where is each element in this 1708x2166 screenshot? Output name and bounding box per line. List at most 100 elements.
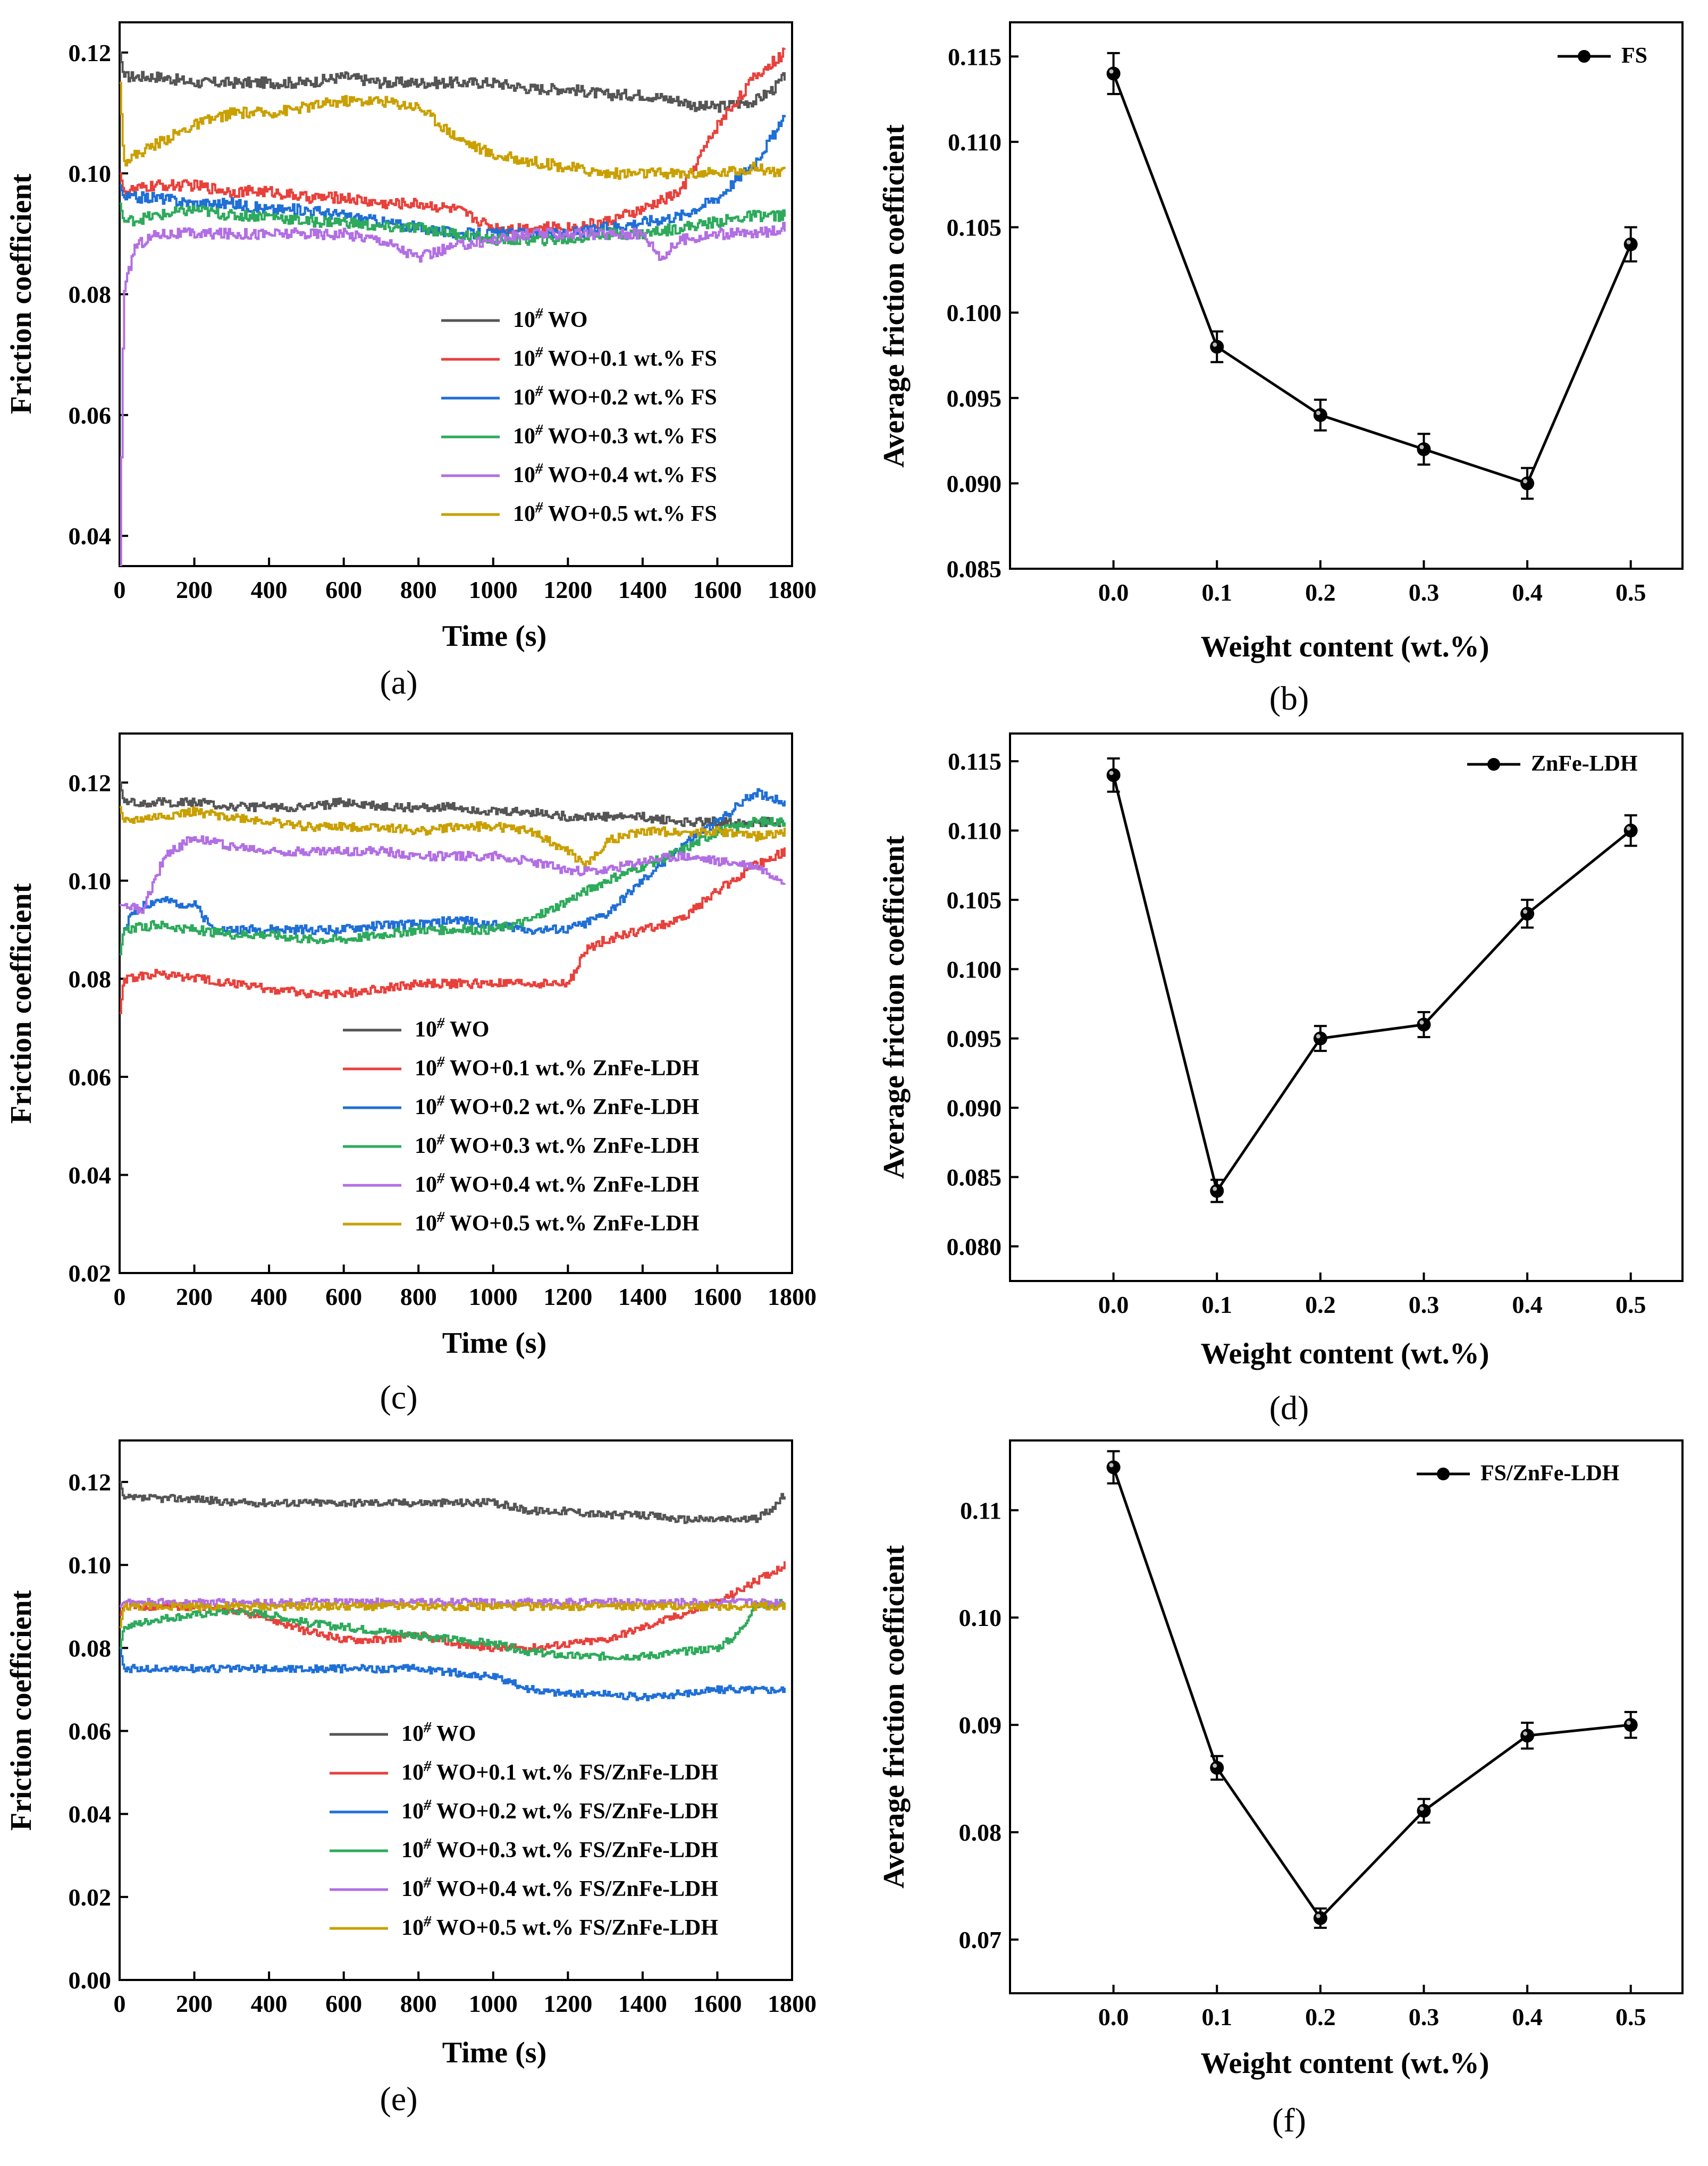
legend: FS xyxy=(1558,44,1647,68)
y-tick-label: 0.090 xyxy=(947,470,1002,497)
x-tick-label: 0.0 xyxy=(1098,1291,1129,1318)
panel-b: 0.0 0.1 0.2 0.3 0.4 0.5 0.085 0.090 0.095 0.100 0.… xyxy=(878,21,1684,717)
legend-label: 10# WO+0.1 wt.% ZnFe-LDH xyxy=(415,1054,699,1081)
panel-label: (c) xyxy=(380,1378,417,1416)
x-tick-label: 1000 xyxy=(469,1283,518,1310)
data-point-highlight xyxy=(1316,1034,1320,1039)
series-line xyxy=(120,222,786,566)
x-axis-title: Weight content (wt.%) xyxy=(1201,2047,1490,2080)
x-tick-label: 1400 xyxy=(618,1283,667,1310)
y-tick-label: 0.12 xyxy=(69,769,112,796)
x-tick-label: 1600 xyxy=(693,1283,742,1310)
x-tick-label: 0.3 xyxy=(1409,579,1440,606)
series-line xyxy=(1112,73,1632,485)
x-tick-label: 0.5 xyxy=(1616,2003,1646,2030)
data-point xyxy=(1417,1803,1431,1818)
legend-label: 10# WO+0.3 wt.% FS xyxy=(513,422,717,449)
panel-label: (e) xyxy=(380,2080,417,2118)
data-point xyxy=(1313,1911,1327,1925)
x-tick-label: 0.1 xyxy=(1201,2003,1232,2030)
series-3 xyxy=(120,203,786,247)
data-point-highlight xyxy=(1109,69,1114,74)
series-1 xyxy=(120,47,786,234)
x-tick-label: 600 xyxy=(325,576,362,603)
y-tick-label: 0.10 xyxy=(69,867,112,895)
data-point-highlight xyxy=(1213,1186,1217,1191)
y-tick-label: 0.00 xyxy=(69,1967,112,1994)
y-tick-label: 0.10 xyxy=(69,1552,112,1579)
series-line xyxy=(120,847,786,1014)
y-tick-label: 0.11 xyxy=(960,1497,1002,1524)
panel-label: (a) xyxy=(380,663,417,701)
x-tick-label: 1200 xyxy=(543,576,592,603)
x-tick-label: 800 xyxy=(400,1990,437,2017)
series-0 xyxy=(120,1481,786,1524)
x-tick-label: 0.2 xyxy=(1305,2003,1336,2030)
panel-label: (f) xyxy=(1272,2101,1306,2139)
legend-label: 10# WO+0.5 wt.% ZnFe-LDH xyxy=(415,1209,699,1236)
legend-label: 10# WO+0.3 wt.% FS/ZnFe-LDH xyxy=(401,1836,718,1862)
data-point-highlight xyxy=(1109,1463,1114,1468)
legend: ZnFe-LDH xyxy=(1467,752,1638,776)
panel-label: (b) xyxy=(1269,679,1309,717)
data-point-highlight xyxy=(1626,826,1631,831)
y-tick-label: 0.095 xyxy=(947,385,1002,412)
y-tick-label: 0.04 xyxy=(69,1161,112,1189)
data-point xyxy=(1520,476,1535,491)
y-tick-label: 0.06 xyxy=(69,1064,112,1091)
y-axis-title: Average friction coefficient xyxy=(878,836,911,1179)
y-tick-label: 0.02 xyxy=(69,1260,112,1287)
legend-label: 10# WO xyxy=(513,306,587,332)
data-point-highlight xyxy=(1523,1731,1528,1736)
data-point-highlight xyxy=(1523,909,1528,914)
x-tick-label: 200 xyxy=(176,1990,213,2017)
legend-marker xyxy=(1487,758,1500,771)
series-4 xyxy=(120,835,786,914)
y-tick-label: 0.08 xyxy=(69,1634,112,1662)
series-2 xyxy=(120,1647,786,1701)
x-tick-label: 0.2 xyxy=(1305,1291,1336,1318)
legend-label: 10# WO+0.4 wt.% FS/ZnFe-LDH xyxy=(401,1875,718,1901)
y-axis-title: Average friction coefficient xyxy=(878,1545,911,1889)
data-point-highlight xyxy=(1419,1020,1424,1025)
legend-label: 10# WO+0.3 wt.% ZnFe-LDH xyxy=(415,1132,699,1158)
data-point-highlight xyxy=(1523,479,1528,484)
panel-a: 0 200 400 600 800 1000 1200 1400 1600 1800 0.04 0.0… xyxy=(5,21,817,701)
y-tick-label: 0.04 xyxy=(69,1801,112,1828)
y-tick-label: 0.095 xyxy=(947,1025,1002,1052)
data-point xyxy=(1210,1184,1224,1198)
series-0 xyxy=(1106,1450,1638,1929)
x-axis-title: Time (s) xyxy=(442,1327,547,1360)
series-0 xyxy=(1106,757,1638,1203)
x-tick-label: 0.3 xyxy=(1409,1291,1440,1318)
series-5 xyxy=(120,81,786,180)
data-point xyxy=(1313,1031,1327,1046)
data-point-highlight xyxy=(1316,1914,1320,1918)
series-0 xyxy=(120,51,786,113)
series-3 xyxy=(120,816,786,956)
data-point xyxy=(1417,1017,1431,1032)
data-point xyxy=(1417,442,1431,457)
x-tick-label: 1400 xyxy=(618,576,667,603)
y-tick-label: 0.10 xyxy=(959,1604,1002,1631)
plot-frame xyxy=(1009,732,1684,1282)
panel-d: 0.0 0.1 0.2 0.3 0.4 0.5 0.080 0.085 0.090 0.095 0.… xyxy=(878,732,1684,1427)
y-tick-label: 0.105 xyxy=(947,887,1002,914)
legend-marker xyxy=(1578,50,1591,63)
plot-frame xyxy=(119,1439,793,1981)
x-tick-label: 1800 xyxy=(768,576,817,603)
x-tick-label: 0.4 xyxy=(1512,2003,1543,2030)
legend-label: 10# WO+0.5 wt.% FS/ZnFe-LDH xyxy=(401,1914,718,1940)
y-tick-label: 0.110 xyxy=(948,129,1002,156)
legend-label: 10# WO+0.2 wt.% FS xyxy=(513,383,717,410)
y-axis-title: Friction coefficient xyxy=(5,1590,38,1831)
plot-frame xyxy=(1009,21,1684,570)
x-tick-label: 1800 xyxy=(768,1990,817,2017)
series-line xyxy=(120,816,786,956)
legend-label: ZnFe-LDH xyxy=(1531,752,1638,776)
y-tick-label: 0.09 xyxy=(959,1712,1002,1739)
y-tick-label: 0.12 xyxy=(69,1469,112,1496)
series-1 xyxy=(120,847,786,1014)
y-axis-title: Friction coefficient xyxy=(5,883,38,1124)
data-point-highlight xyxy=(1419,445,1424,450)
